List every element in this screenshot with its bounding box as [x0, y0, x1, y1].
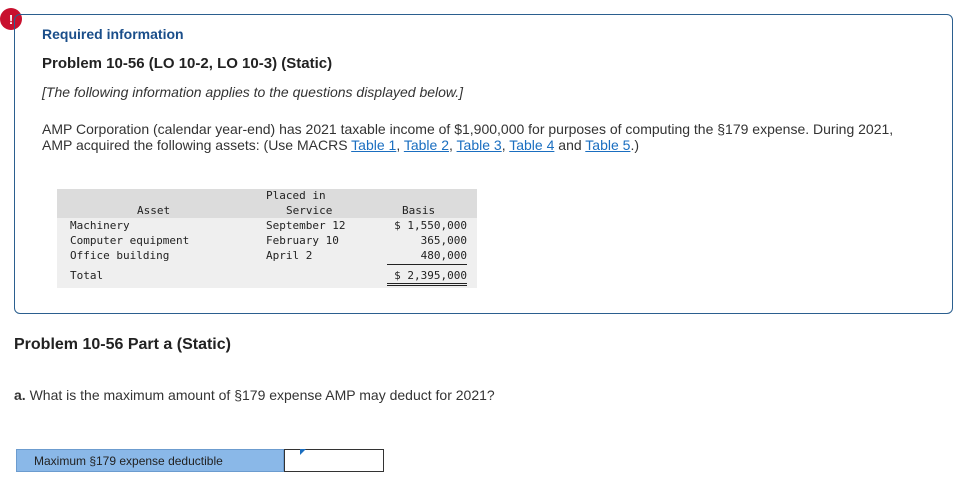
table-row-placed: April 2	[266, 249, 313, 262]
question-text: a. What is the maximum amount of §179 ex…	[14, 387, 495, 403]
asset-table: Placed in Service Asset Basis Machinery …	[57, 189, 477, 288]
total-basis: $ 2,395,000	[394, 269, 467, 282]
required-info-panel	[14, 14, 953, 314]
table-row-basis: 480,000	[420, 249, 467, 262]
header-placed-line2: Service	[286, 204, 333, 217]
required-info-heading: Required information	[42, 26, 184, 42]
problem-description: AMP Corporation (calendar year-end) has …	[42, 121, 912, 153]
table-row-asset: Office building	[70, 249, 170, 262]
table-5-link[interactable]: Table 5	[585, 137, 631, 153]
part-title: Problem 10-56 Part a (Static)	[14, 336, 231, 353]
table-header-band	[57, 189, 477, 218]
table-row-asset: Machinery	[70, 219, 130, 232]
header-basis: Basis	[402, 204, 436, 217]
table-row-placed: September 12	[266, 219, 346, 232]
total-double-underline	[387, 283, 467, 284]
separator: and	[554, 137, 586, 153]
table-1-link[interactable]: Table 1	[351, 137, 397, 153]
description-text-end: .)	[630, 137, 639, 153]
table-row-asset: Computer equipment	[70, 234, 190, 247]
max-179-expense-input[interactable]	[284, 449, 384, 472]
subtotal-underline	[387, 264, 467, 265]
separator: ,	[501, 137, 510, 153]
total-double-underline	[387, 285, 467, 286]
description-text: AMP Corporation (calendar year-end) has …	[42, 121, 894, 153]
separator: ,	[449, 137, 457, 153]
problem-title: Problem 10-56 (LO 10-2, LO 10-3) (Static…	[42, 55, 333, 72]
table-4-link[interactable]: Table 4	[509, 137, 555, 153]
table-3-link[interactable]: Table 3	[456, 137, 502, 153]
question-letter: a.	[14, 387, 26, 403]
input-corner-marker	[300, 449, 306, 455]
total-label: Total	[70, 269, 104, 282]
table-row-placed: February 10	[266, 234, 339, 247]
separator: ,	[396, 137, 404, 153]
answer-row: Maximum §179 expense deductible	[16, 449, 384, 472]
info-note: [The following information applies to th…	[42, 84, 464, 100]
alert-icon: !	[0, 8, 22, 30]
header-asset: Asset	[137, 204, 171, 217]
table-row-basis: $ 1,550,000	[394, 219, 467, 232]
table-row-basis: 365,000	[420, 234, 467, 247]
answer-label: Maximum §179 expense deductible	[16, 449, 284, 472]
header-placed-line1: Placed in	[266, 189, 326, 202]
table-2-link[interactable]: Table 2	[403, 137, 450, 153]
question-body: What is the maximum amount of §179 expen…	[25, 387, 495, 403]
